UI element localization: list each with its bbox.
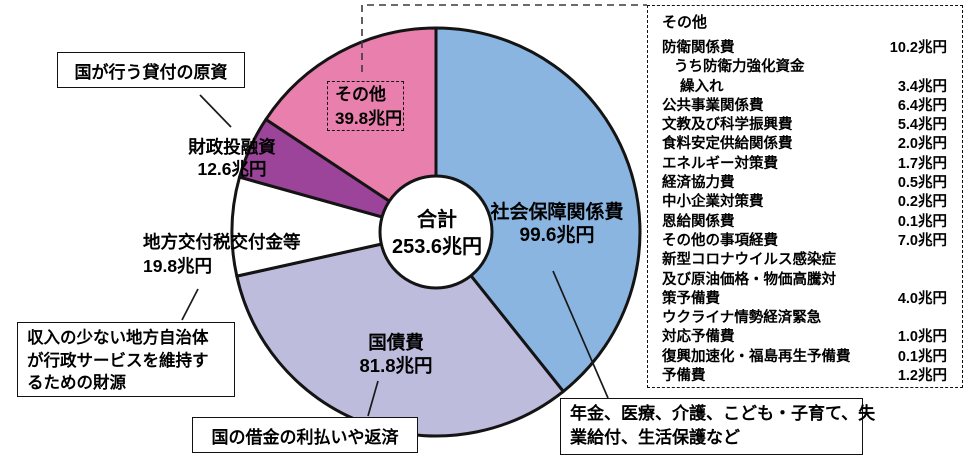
callout-social-security-line2: 業給付、生活保護など (570, 428, 740, 447)
callout-social-security-detail: 年金、医療、介護、こども・子育て、失 業給付、生活保護など (560, 398, 876, 455)
legend-row-label: その他の事項経費 (662, 232, 778, 249)
legend-row: 新型コロナウイルス感染症 (662, 251, 947, 270)
callout-local-gov-line1: 収入の少ない地方自治体 (27, 329, 209, 347)
leader-line-social-security (552, 270, 609, 399)
pie-slice-2 (230, 175, 438, 278)
legend-row: エネルギー対策費 1.7兆円 (662, 155, 947, 174)
total-value: 253.6兆円 (391, 236, 483, 258)
legend-row-value: 2.0兆円 (897, 136, 947, 153)
callout-debt-repayment: 国の借金の利払いや返済 (192, 417, 418, 453)
legend-row-label: うち防衛力強化資金 (674, 59, 805, 76)
legend-row-label: 策予備費 (662, 290, 720, 307)
legend-row: うち防衛力強化資金 (662, 58, 947, 77)
legend-row: 対応予備費 1.0兆円 (662, 328, 947, 347)
pie-slice-0 (434, 26, 642, 393)
slice-label-national-debt-value: 81.8兆円 (359, 355, 433, 376)
legend-row-value: 1.7兆円 (897, 155, 947, 172)
slice-label-national-debt: 国債費 81.8兆円 (359, 331, 432, 377)
legend-row-label: 復興加速化・福島再生予備費 (662, 348, 851, 365)
slice-label-filp-name: 財政投融資 (188, 137, 276, 157)
callout-local-gov-line2: が行政サービスを維持す (27, 351, 209, 370)
legend-row-label: エネルギー対策費 (662, 155, 778, 172)
callout-social-security-line1: 年金、医療、介護、こども・子育て、失 (570, 404, 876, 423)
legend-row-label: ウクライナ情勢経済緊急 (662, 310, 822, 327)
legend-row: その他の事項経費 7.0兆円 (662, 232, 947, 251)
legend-row-value: 0.2兆円 (897, 194, 947, 211)
legend-row-label: 対応予備費 (662, 329, 735, 346)
legend-row-value: 3.4兆円 (897, 78, 947, 95)
legend-row-label: 公共事業関係費 (662, 97, 764, 114)
legend-row-label: 文教及び科学振興費 (662, 117, 793, 134)
callout-loan-source: 国が行う貸付の原資 (57, 52, 245, 88)
donut-center-circle (378, 174, 494, 290)
legend-row: 防衛関係費 10.2兆円 (662, 39, 947, 58)
legend-row-value: 0.1兆円 (897, 348, 947, 365)
legend-row-value: 5.4兆円 (897, 117, 947, 134)
legend-row-value: 1.0兆円 (897, 329, 947, 346)
legend-row: 経済協力費 0.5兆円 (662, 174, 947, 193)
legend-row: 恩給関係費 0.1兆円 (662, 213, 947, 232)
legend-title: その他 (662, 14, 708, 31)
legend-row-value: 0.1兆円 (897, 213, 947, 230)
legend-row-label: 食料安定供給関係費 (662, 136, 793, 153)
legend-row-value: 10.2兆円 (889, 40, 947, 56)
callout-local-gov-line3: るための財源 (27, 374, 126, 392)
legend-row: 予備費 1.2兆円 (662, 367, 947, 386)
slice-label-local-allocation-tax-value: 19.8兆円 (143, 255, 213, 276)
legend-row: 復興加速化・福島再生予備費 0.1兆円 (662, 348, 947, 367)
donut-center-total-label: 合計 253.6兆円 (392, 207, 482, 261)
slice-label-social-security-value: 99.6兆円 (519, 225, 595, 246)
legend-row: 策予備費 4.0兆円 (662, 290, 947, 309)
other-breakdown-legend-panel: その他 防衛関係費 10.2兆円うち防衛力強化資金繰入れ 3.4兆円公共事業関係費 6… (647, 5, 963, 388)
legend-row: 及び原油価格・物価高騰対 (662, 271, 947, 290)
legend-row-label: 恩給関係費 (662, 213, 735, 230)
legend-row: 食料安定供給関係費 2.0兆円 (662, 135, 947, 154)
other-to-legend-dashed-connector (361, 4, 647, 72)
slice-label-national-debt-name: 国債費 (368, 332, 424, 353)
slice-label-filp: 財政投融資 12.6兆円 (188, 136, 276, 180)
slice-label-other-dashed-box: その他 39.8兆円 (327, 81, 404, 131)
legend-row-value: 7.0兆円 (897, 232, 947, 249)
legend-row: 繰入れ 3.4兆円 (662, 78, 947, 97)
legend-row-value: 6.4兆円 (897, 97, 947, 114)
slice-label-social-security-name: 社会保障関係費 (490, 202, 624, 223)
legend-row-label: 防衛関係費 (662, 40, 735, 56)
legend-row-label: 新型コロナウイルス感染症 (662, 252, 836, 269)
slice-label-other-value: 39.8兆円 (335, 109, 403, 128)
legend-row: 文教及び科学振興費 5.4兆円 (662, 116, 947, 135)
slice-label-local-allocation-tax-name: 地方交付税交付金等 (143, 232, 301, 252)
legend-row-label: 経済協力費 (662, 175, 735, 192)
slice-label-local-allocation-tax: 地方交付税交付金等 19.8兆円 (143, 231, 301, 278)
legend-row-label: 及び原油価格・物価高騰対 (662, 271, 836, 288)
callout-loan-source-text: 国が行う貸付の原資 (74, 62, 228, 82)
leader-line-debt-service (367, 380, 379, 417)
leader-line-local-gov (181, 288, 199, 321)
legend-rows: 防衛関係費 10.2兆円うち防衛力強化資金繰入れ 3.4兆円公共事業関係費 6.4兆円… (662, 39, 947, 386)
slice-label-filp-value: 12.6兆円 (197, 159, 267, 179)
total-label: 合計 (417, 209, 457, 231)
legend-row: ウクライナ情勢経済緊急 (662, 309, 947, 328)
legend-row-value: 0.5兆円 (897, 175, 947, 192)
callout-debt-repayment-text: 国の借金の利払いや返済 (211, 427, 399, 447)
legend-row-value: 1.2兆円 (897, 368, 947, 385)
legend-row-label: 中小企業対策費 (662, 194, 764, 211)
slice-label-social-security: 社会保障関係費 99.6兆円 (490, 201, 623, 247)
callout-local-gov-funding: 収入の少ない地方自治体 が行政サービスを維持す るための財源 (17, 322, 235, 397)
legend-row-value: 4.0兆円 (897, 290, 947, 307)
legend-row: 公共事業関係費 6.4兆円 (662, 97, 947, 116)
legend-row: 中小企業対策費 0.2兆円 (662, 193, 947, 212)
legend-row-label: 繰入れ (680, 78, 724, 95)
leader-line-loan-source (199, 94, 232, 128)
slice-label-other-name: その他 (335, 85, 386, 104)
legend-row-label: 予備費 (662, 368, 706, 385)
